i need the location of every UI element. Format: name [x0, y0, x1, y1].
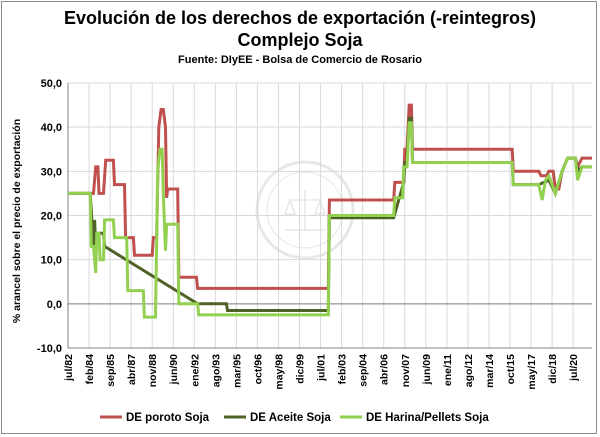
x-tick-label: may/98: [273, 354, 285, 390]
x-tick-labels: jul/82 feb/84 sep/85 abr/87 nov/88 jun/90 ene/…: [63, 354, 580, 390]
y-tick-label: 20,0: [41, 211, 62, 223]
y-axis-label: % arancel sobre el precio de exportación: [11, 119, 23, 323]
x-tick-label: dic/18: [547, 354, 559, 384]
y-tick-label: 40,0: [41, 122, 62, 134]
x-tick-label: dic/99: [295, 354, 307, 384]
x-tick-label: ago/93: [210, 354, 222, 387]
x-tick-label: nov/88: [147, 354, 159, 387]
y-tick-label: 0,0: [47, 299, 62, 311]
legend-label-1: DE Aceite Soja: [250, 412, 331, 424]
series-line-2: [68, 121, 592, 319]
x-tick-label: feb/84: [84, 354, 96, 385]
x-tick-label: ago/12: [463, 354, 475, 387]
chart-title: Evolución de los derechos de exportación…: [63, 8, 537, 28]
x-tick-label: nov/07: [400, 354, 412, 387]
legend: DE poroto Soja DE Aceite Soja DE Harina/Pe…: [100, 412, 489, 424]
x-tick-label: oct/15: [505, 354, 517, 385]
x-tick-label: jun/09: [421, 354, 433, 386]
watermark-seal: [255, 160, 355, 260]
y-tick-label: -10,0: [37, 343, 62, 355]
x-tick-label: abr/87: [126, 354, 138, 385]
x-tick-label: jul/20: [568, 354, 580, 382]
x-tick-label: ene/92: [189, 354, 201, 387]
x-tick-label: jul/01: [316, 354, 328, 382]
y-tick-labels: -10,0 0,0 10,0 20,0 30,0 40,0 50,0: [37, 78, 62, 355]
legend-label-2: DE Harina/Pellets Soja: [366, 412, 489, 424]
x-tick-label: feb/03: [337, 354, 349, 385]
series-lines: [68, 103, 592, 319]
y-tick-label: 30,0: [41, 166, 62, 178]
chart-subtitle: Complejo Soja: [237, 30, 363, 50]
x-tick-label: jun/90: [168, 354, 180, 386]
x-tick-label: sep/85: [105, 354, 117, 387]
series-line-0: [68, 103, 592, 290]
x-tick-label: sep/04: [358, 354, 370, 387]
x-tick-label: jul/82: [63, 354, 75, 382]
x-tick-label: mar/95: [231, 354, 243, 388]
legend-label-0: DE poroto Soja: [126, 412, 210, 424]
x-tick-label: ene/11: [442, 354, 454, 386]
y-tick-label: 10,0: [41, 255, 62, 267]
x-tick-label: abr/06: [379, 354, 391, 385]
x-tick-label: oct/96: [252, 354, 264, 385]
x-tick-label: mar/14: [484, 354, 496, 388]
chart-source: Fuente: DIyEE - Bolsa de Comercio de Ros…: [178, 54, 422, 66]
x-tick-label: may/17: [526, 354, 538, 390]
y-tick-label: 50,0: [41, 78, 62, 90]
